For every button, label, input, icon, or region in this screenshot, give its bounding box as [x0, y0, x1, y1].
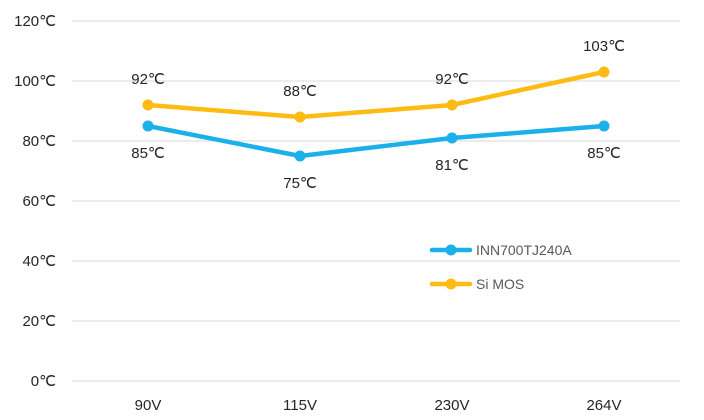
y-tick-label: 100℃ — [14, 73, 56, 90]
y-tick-label: 60℃ — [22, 193, 56, 210]
data-point — [446, 132, 458, 144]
x-tick-label: 230V — [434, 397, 469, 414]
legend: INN700TJ240A Si MOS — [429, 242, 572, 292]
data-label: 75℃ — [283, 175, 317, 192]
series-lines — [142, 66, 610, 162]
data-label: 85℃ — [587, 145, 621, 162]
data-label: 92℃ — [435, 71, 469, 88]
data-label: 92℃ — [131, 71, 165, 88]
y-tick-label: 80℃ — [22, 133, 56, 150]
data-label: 81℃ — [435, 157, 469, 174]
x-tick-label: 90V — [135, 397, 162, 414]
y-tick-label: 20℃ — [22, 313, 56, 330]
legend-marker — [445, 244, 457, 256]
data-point — [142, 120, 154, 132]
x-axis-ticks: 90V 115V 230V 264V — [135, 397, 622, 414]
data-point — [142, 99, 154, 111]
data-point — [598, 120, 610, 132]
data-label: 88℃ — [283, 83, 317, 100]
data-point — [294, 150, 306, 162]
data-label: 85℃ — [131, 145, 165, 162]
y-tick-label: 40℃ — [22, 253, 56, 270]
y-tick-label: 120℃ — [14, 13, 56, 30]
legend-label: Si MOS — [476, 276, 524, 292]
y-tick-label: 0℃ — [31, 373, 56, 390]
legend-label: INN700TJ240A — [476, 242, 572, 258]
data-labels: 85℃ 75℃ 81℃ 85℃ 92℃ 88℃ 92℃ 103℃ — [131, 38, 625, 192]
y-axis-ticks: 0℃ 20℃ 40℃ 60℃ 80℃ 100℃ 120℃ — [14, 13, 56, 390]
legend-marker — [445, 278, 457, 290]
data-point — [446, 99, 458, 111]
x-tick-label: 115V — [283, 397, 317, 414]
data-point — [294, 111, 306, 123]
series-line-0 — [145, 123, 607, 159]
data-label: 103℃ — [583, 38, 625, 55]
data-point — [598, 66, 610, 78]
gridlines — [72, 20, 680, 382]
x-tick-label: 264V — [586, 397, 621, 414]
series-line-1 — [145, 69, 607, 120]
